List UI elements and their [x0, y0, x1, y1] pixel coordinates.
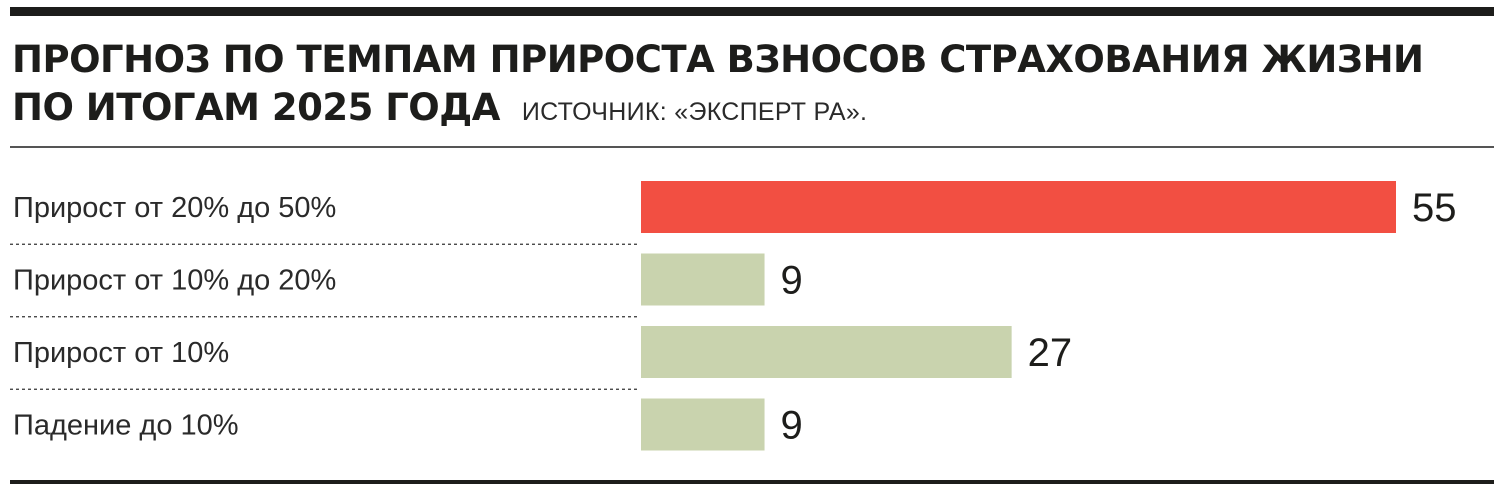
value-label: 27 — [1028, 331, 1073, 375]
bar — [641, 181, 1396, 233]
bar — [641, 326, 1012, 378]
chart-title-text-2: ПО ИТОГАМ 2025 ГОДА — [12, 86, 500, 129]
value-label: 9 — [781, 404, 803, 448]
category-label: Падение до 10% — [13, 410, 239, 442]
chart-title-line-1: ПРОГНОЗ ПО ТЕМПАМ ПРИРОСТА ВЗНОСОВ СТРАХ… — [12, 38, 1424, 82]
category-label: Прирост от 10% — [13, 337, 229, 369]
header-rule — [10, 146, 1494, 148]
top-rule — [10, 7, 1494, 16]
chart-title-text-1: ПРОГНОЗ ПО ТЕМПАМ ПРИРОСТА ВЗНОСОВ СТРАХ… — [12, 38, 1424, 81]
bottom-rule — [10, 480, 1494, 484]
source-note: ИСТОЧНИК: «ЭКСПЕРТ РА». — [521, 98, 868, 126]
category-label: Прирост от 10% до 20% — [13, 265, 336, 297]
chart-title-line-2: ПО ИТОГАМ 2025 ГОДА ИСТОЧНИК: «ЭКСПЕРТ РА… — [12, 86, 867, 134]
value-label: 9 — [781, 259, 803, 303]
value-label: 55 — [1412, 186, 1457, 230]
bar — [641, 253, 765, 306]
bar — [641, 398, 765, 451]
category-label: Прирост от 20% до 50% — [13, 192, 336, 224]
